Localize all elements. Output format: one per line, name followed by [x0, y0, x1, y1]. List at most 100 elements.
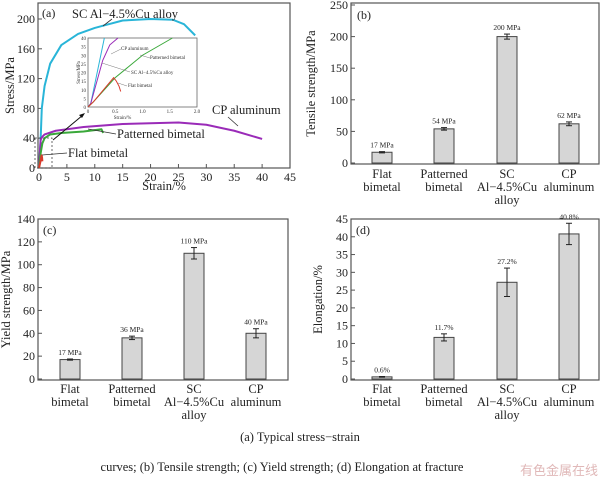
- x-category-label: Al−4.5%Cu: [477, 180, 538, 194]
- x-category-label: Al−4.5%Cu: [164, 395, 225, 409]
- x-tick-label: 15: [117, 170, 129, 184]
- data-label: 17 MPa: [58, 348, 82, 357]
- x-category-label: SC: [499, 167, 514, 181]
- data-label: 40.8%: [559, 212, 578, 221]
- x-category-label: Patterned: [420, 382, 468, 396]
- data-label: 62 MPa: [557, 111, 581, 120]
- series-annotation: Patterned bimetal: [117, 127, 205, 141]
- panel-a-axes: [37, 2, 291, 169]
- caption-line-1: (a) Typical stress−strain: [240, 430, 361, 444]
- x-category-label: aluminum: [544, 180, 595, 194]
- y-tick-label: 200: [17, 12, 35, 26]
- y-tick-label: 40: [336, 230, 348, 244]
- x-category-label: Flat: [372, 382, 392, 396]
- x-category-label: CP: [561, 167, 576, 181]
- inset-y-tick-label: 30: [81, 54, 87, 59]
- bar: [558, 233, 580, 380]
- data-label: 40 MPa: [244, 318, 268, 327]
- y-tick-label: 15: [336, 319, 348, 333]
- y-tick-label: 25: [336, 283, 348, 297]
- data-label: 54 MPa: [432, 117, 456, 126]
- data-label: 27.2%: [497, 257, 516, 266]
- arrow-head-icon: [79, 113, 85, 118]
- x-tick-label: 45: [284, 170, 296, 184]
- data-label: 17 MPa: [370, 141, 394, 150]
- y-tick-label: 0: [29, 161, 35, 175]
- inset-annotation-leader: [139, 54, 151, 59]
- series-annotation: SC Al−4.5%Cu alloy: [72, 7, 179, 21]
- x-axis-label: Strain/%: [142, 179, 186, 193]
- inset-x-axis-label: Strain/%: [114, 116, 132, 121]
- annotation-leader: [87, 128, 117, 135]
- annotation-leader: [227, 116, 239, 127]
- inset-x-tick-label: 2.0: [194, 110, 201, 115]
- y-tick-label: 30: [336, 265, 348, 279]
- x-tick-label: 10: [89, 170, 101, 184]
- y-tick-label: 120: [17, 235, 35, 249]
- watermark: 有色金属在线: [520, 463, 598, 478]
- series-line-cp-aluminum: [38, 121, 263, 169]
- x-category-label: Flat: [60, 382, 80, 396]
- bar: [558, 123, 580, 164]
- x-tick-label: 20: [145, 170, 157, 184]
- x-tick-label: 35: [228, 170, 240, 184]
- x-category-label: alloy: [495, 408, 521, 422]
- inset-annotation-leader: [110, 48, 122, 55]
- x-tick-label: 40: [256, 170, 268, 184]
- inset-annotation: CP aluminum: [121, 47, 149, 52]
- y-tick-label: 0: [342, 156, 348, 170]
- panel-c-axes: [37, 218, 289, 381]
- y-tick-label: 100: [17, 258, 35, 272]
- x-category-label: bimetal: [363, 180, 401, 194]
- x-category-label: alloy: [495, 193, 521, 207]
- series-line-sc-al-4-5-cu-alloy: [38, 18, 196, 169]
- x-category-label: Patterned: [420, 167, 468, 181]
- y-tick-label: 5: [342, 354, 348, 368]
- y-axis-label: Elongation/%: [311, 265, 325, 334]
- y-tick-label: 80: [23, 101, 35, 115]
- x-category-label: bimetal: [425, 180, 463, 194]
- inset-annotation-leader: [117, 82, 128, 87]
- bar: [371, 151, 393, 164]
- bar: [59, 359, 81, 380]
- inset-x-tick-label: 0: [87, 110, 90, 115]
- series-annotation: CP aluminum: [212, 103, 281, 117]
- annotation-leader: [102, 18, 113, 27]
- inset-series-line: [87, 76, 122, 108]
- data-label: 11.7%: [434, 323, 453, 332]
- y-axis-label: Stress/MPa: [3, 57, 17, 114]
- x-category-label: CP: [561, 382, 576, 396]
- y-tick-label: 250: [330, 0, 348, 12]
- inset-y-tick-label: 40: [81, 37, 87, 42]
- bar: [433, 336, 455, 380]
- y-tick-label: 45: [336, 212, 348, 226]
- panel-label: (c): [43, 223, 56, 237]
- inset-annotation: Flat bimetal: [128, 84, 153, 89]
- caption-line-2: curves; (b) Tensile strength; (c) Yield …: [101, 460, 464, 474]
- x-category-label: SC: [499, 382, 514, 396]
- x-category-label: aluminum: [231, 395, 282, 409]
- series-annotation: Flat bimetal: [68, 146, 129, 160]
- zoom-region-box: [34, 137, 53, 169]
- y-tick-label: 120: [17, 72, 35, 86]
- panel-label: (a): [42, 6, 55, 20]
- inset-annotation: Patterned bimetal: [150, 56, 186, 61]
- y-tick-label: 160: [17, 42, 35, 56]
- inset-x-tick-label: 0.5: [112, 110, 119, 115]
- y-tick-label: 20: [23, 349, 35, 363]
- data-label: 110 MPa: [180, 237, 208, 246]
- inset-x-tick-label: 1.0: [139, 110, 146, 115]
- bar: [496, 36, 518, 164]
- x-category-label: Al−4.5%Cu: [477, 395, 538, 409]
- y-tick-label: 0: [29, 372, 35, 386]
- y-tick-label: 35: [336, 248, 348, 262]
- zoom-arrow: [52, 114, 84, 141]
- inset-y-tick-label: 35: [81, 46, 87, 51]
- panel-d-axes: [350, 218, 600, 381]
- y-tick-label: 200: [330, 30, 348, 44]
- x-category-label: aluminum: [544, 395, 595, 409]
- x-tick-label: 30: [200, 170, 212, 184]
- inset-axes: [87, 37, 198, 108]
- x-category-label: bimetal: [113, 395, 151, 409]
